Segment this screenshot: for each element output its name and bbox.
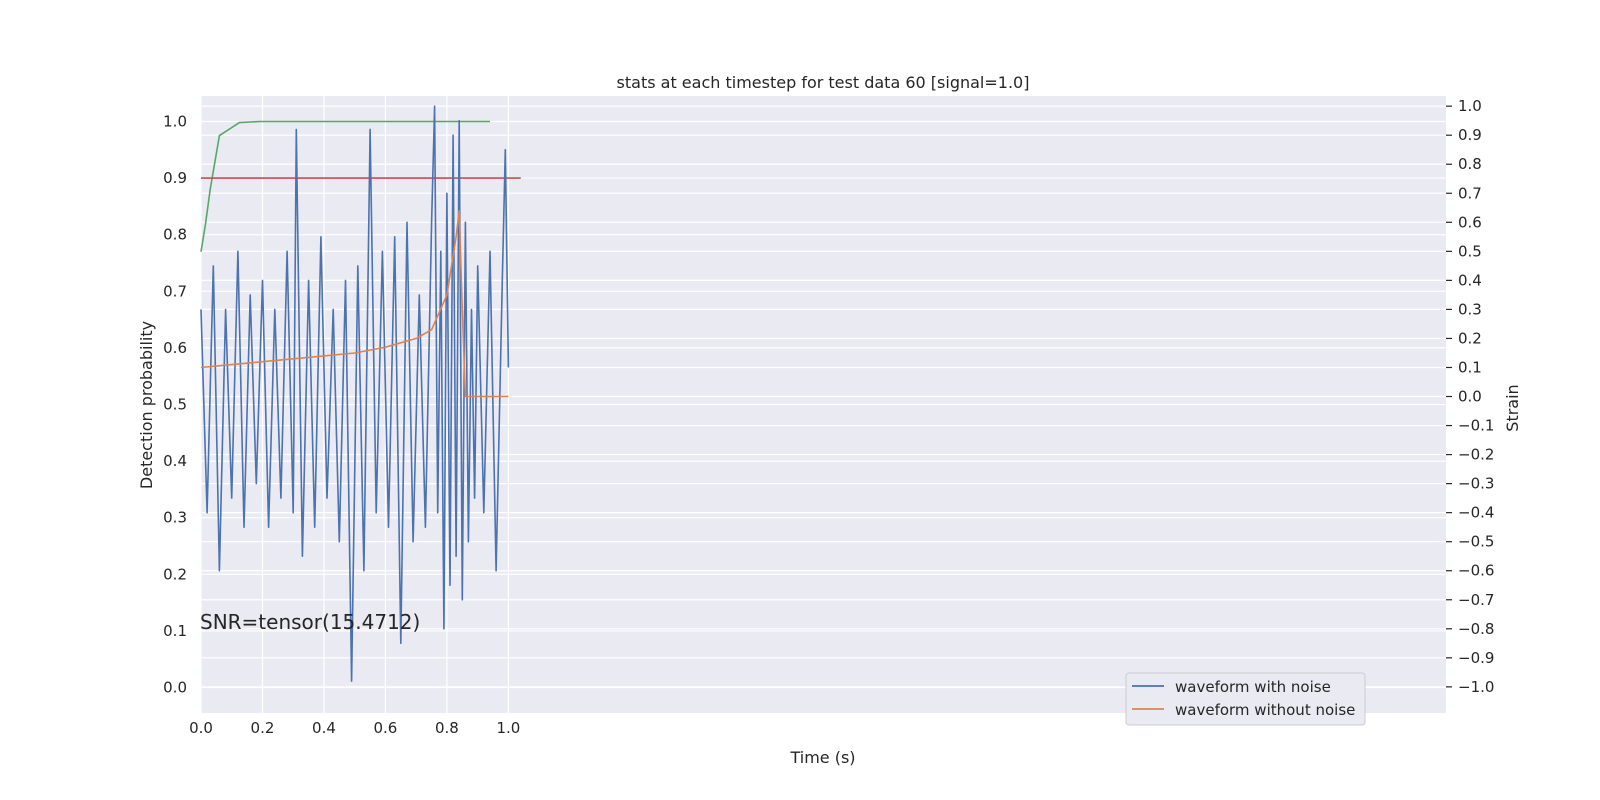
y2-tick-label-16: −0.6 [1458,562,1494,580]
y2-tick-label-15: −0.5 [1458,533,1494,551]
series-layer [200,105,521,682]
y2-tick-label-11: −0.1 [1458,417,1494,435]
y2-tick-label-17: −0.7 [1458,591,1494,609]
y-tick-label-5: 0.5 [163,396,187,414]
y2-tick-label-10: 0.0 [1458,388,1482,406]
y-tick-label-9: 0.9 [163,169,187,187]
x-axis-label: Time (s) [789,748,855,767]
waveform-with-noise-line [200,105,510,682]
y2-axis-ticks: 1.0 0.9 0.8 0.7 0.6 0.5 0.4 0.3 0.2 0.1 0.0 −0.1 −0.… [1446,97,1494,696]
y-tick-label-8: 0.8 [163,226,187,244]
y2-tick-label-5: 0.5 [1458,242,1482,260]
y-tick-label-7: 0.7 [163,282,187,300]
detection-probability-line [200,120,490,252]
y2-axis-label: Strain [1503,384,1522,431]
y-tick-label-2: 0.2 [163,565,187,583]
y2-tick-label-14: −0.4 [1458,504,1494,522]
y-axis-ticks: 0.0 0.1 0.2 0.3 0.4 0.5 0.6 0.7 0.8 0.9 1.0 [163,112,187,696]
y-tick-label-1: 0.1 [163,622,187,640]
x-axis-ticks: 0.0 0.2 0.4 0.6 0.8 1.0 [189,719,520,737]
x-tick-label-5: 1.0 [496,719,520,737]
legend: waveform with noise waveform without noi… [1125,672,1366,726]
x-tick-label-1: 0.2 [251,719,275,737]
waveform-without-noise-line [200,209,509,398]
y2-tick-label-18: −0.8 [1458,620,1494,638]
y2-tick-label-4: 0.6 [1458,213,1482,231]
y-tick-label-4: 0.4 [163,452,187,470]
y2-tick-label-20: −1.0 [1458,678,1494,696]
x-tick-label-2: 0.4 [312,719,336,737]
y2-tick-label-6: 0.4 [1458,271,1482,289]
y2-tick-label-1: 0.9 [1458,126,1482,144]
x-tick-label-3: 0.6 [374,719,398,737]
y-tick-label-0: 0.0 [163,679,187,697]
y-tick-label-3: 0.3 [163,509,187,527]
x-tick-label-4: 0.8 [435,719,459,737]
legend-box [1125,672,1366,726]
legend-label-clean: waveform without noise [1175,701,1355,719]
legend-label-noise: waveform with noise [1175,678,1331,696]
y2-tick-label-9: 0.1 [1458,358,1482,376]
y2-tick-label-7: 0.3 [1458,300,1482,318]
x-tick-label-0: 0.0 [189,719,213,737]
y2-tick-label-13: −0.3 [1458,475,1494,493]
y-tick-label-6: 0.6 [163,339,187,357]
y2-tick-label-12: −0.2 [1458,446,1494,464]
y-tick-label-10: 1.0 [163,112,187,130]
chart-title: stats at each timestep for test data 60 … [617,73,1030,92]
y2-tick-label-19: −0.9 [1458,649,1494,667]
snr-annotation: SNR=tensor(15.4712) [200,610,420,634]
grid [200,96,1446,713]
y2-tick-label-3: 0.7 [1458,184,1482,202]
y2-tick-label-2: 0.8 [1458,155,1482,173]
y-axis-label: Detection probability [137,321,156,489]
y2-tick-label-8: 0.2 [1458,329,1482,347]
y2-tick-label-0: 1.0 [1458,97,1482,115]
